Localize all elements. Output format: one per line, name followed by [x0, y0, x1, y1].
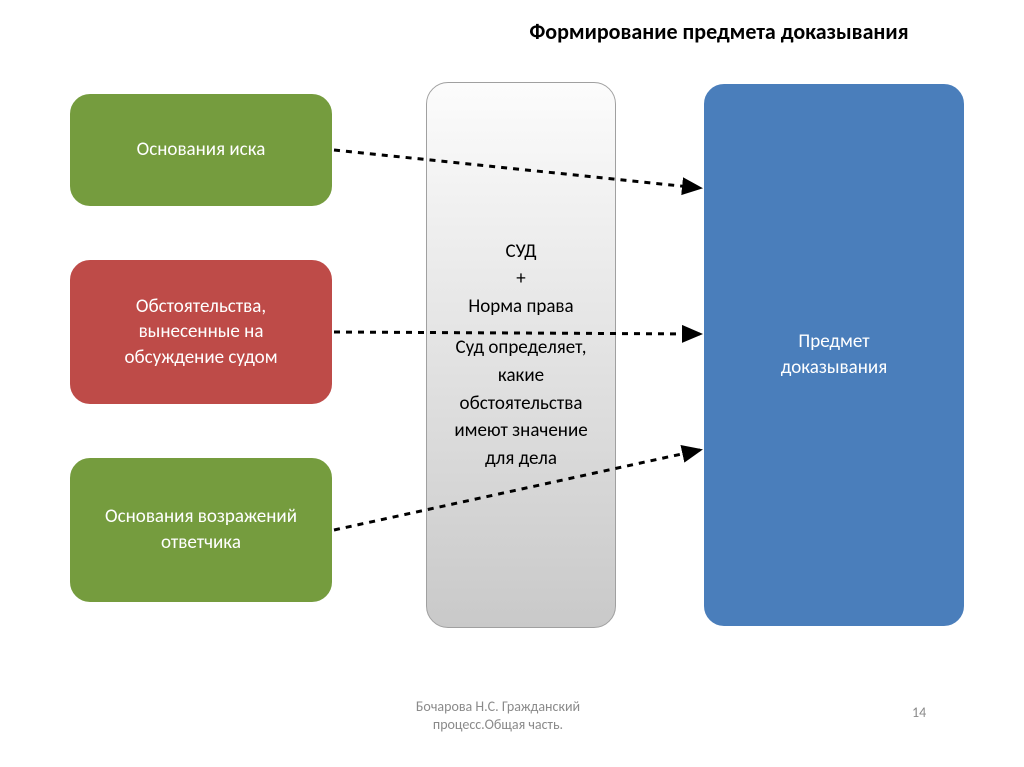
slide-title: Формирование предмета доказывания	[474, 18, 964, 45]
page-number: 14	[912, 704, 926, 721]
right-box: Предметдоказывания	[702, 82, 966, 628]
left-box-3: Основания возраженийответчика	[68, 456, 334, 604]
left-box-2-label: Обстоятельства,вынесенные наобсуждение с…	[124, 294, 277, 371]
left-box-3-label: Основания возраженийответчика	[105, 504, 297, 555]
center-box: СУД+Норма праваСуд определяет,какиеобсто…	[426, 82, 616, 628]
left-box-1-label: Основания иска	[137, 137, 266, 163]
center-box-text: СУД+Норма праваСуд определяет,какиеобсто…	[454, 238, 587, 472]
left-box-1: Основания иска	[68, 92, 334, 208]
footer-credit: Бочарова Н.С. Гражданскийпроцесс.Общая ч…	[358, 698, 638, 734]
right-box-label: Предметдоказывания	[781, 329, 887, 380]
left-box-2: Обстоятельства,вынесенные наобсуждение с…	[68, 258, 334, 406]
